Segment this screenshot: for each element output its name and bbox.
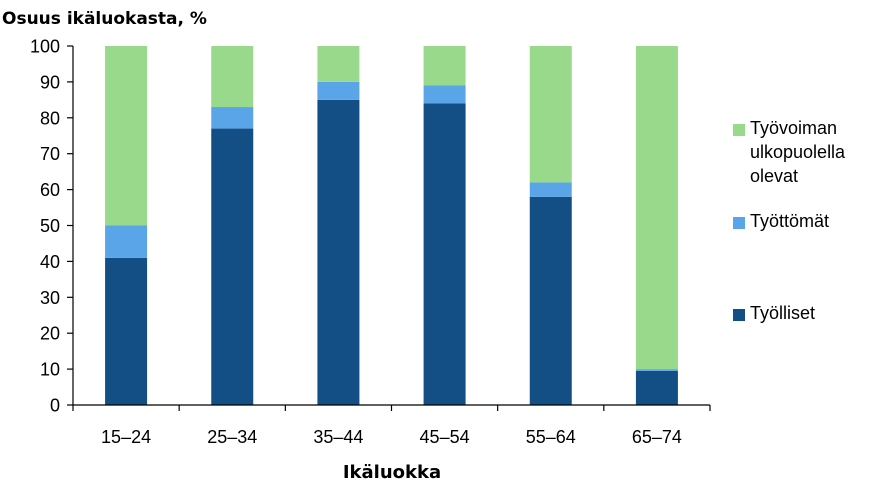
bar-työvoiman-ulkopuolella-olevat-4 [423,46,466,86]
y-tick-label: 70 [40,144,60,164]
y-tick-label: 40 [40,252,60,272]
y-tick-labels: 0 10 20 30 40 50 60 70 80 90 100 [30,37,60,416]
legend-swatch [733,217,745,229]
x-tick-label: 25–34 [207,427,257,447]
y-tick-label: 90 [40,72,60,92]
bar-työttömät-5 [529,182,572,197]
bar-työlliset-3 [317,99,360,405]
bar-työlliset-6 [635,370,678,405]
bar-työttömät-2 [211,107,254,129]
y-tick-label: 60 [40,180,60,200]
x-tick-label: 55–64 [526,427,576,447]
y-tick-label: 0 [50,396,60,416]
bar-työttömät-1 [105,225,148,258]
bar-työvoiman-ulkopuolella-olevat-6 [635,46,678,370]
legend-label: ulkopuolella [750,142,846,162]
bar-työlliset-5 [529,196,572,405]
bar-työlliset-2 [211,128,254,405]
bar-työttömät-3 [317,81,360,100]
y-tick-label: 80 [40,108,60,128]
legend-label: Työvoiman [750,118,837,138]
bar-työvoiman-ulkopuolella-olevat-5 [529,46,572,183]
bar-työttömät-6 [635,369,678,371]
x-tick-labels: 15–24 25–34 35–44 45–54 55–64 65–74 [101,427,682,447]
legend-label: olevat [750,166,798,186]
legend-label: Työttömät [750,211,829,231]
y-tick-label: 10 [40,360,60,380]
y-tick-label: 30 [40,288,60,308]
legend: Työvoiman ulkopuolella olevat Työttömät Työl… [733,118,846,323]
y-tick-label: 100 [30,37,60,57]
x-tick-label: 45–54 [420,427,470,447]
axes-group [67,45,711,411]
bars-group [105,46,678,405]
x-axis-title: Ikäluokka [343,462,441,483]
legend-swatch [733,124,745,136]
y-axis-title: Osuus ikäluokasta, % [2,9,207,29]
bar-työvoiman-ulkopuolella-olevat-2 [211,46,254,108]
bar-työvoiman-ulkopuolella-olevat-3 [317,46,360,82]
y-tick-label: 50 [40,216,60,236]
y-tick-label: 20 [40,324,60,344]
bar-työttömät-4 [423,85,466,104]
legend-label: Työlliset [750,303,815,323]
x-tick-label: 35–44 [313,427,363,447]
bar-työlliset-1 [105,257,148,405]
bar-työlliset-4 [423,103,466,405]
x-tick-label: 15–24 [101,427,151,447]
bar-työvoiman-ulkopuolella-olevat-1 [105,46,148,226]
x-tick-label: 65–74 [632,427,682,447]
legend-swatch [733,309,745,321]
